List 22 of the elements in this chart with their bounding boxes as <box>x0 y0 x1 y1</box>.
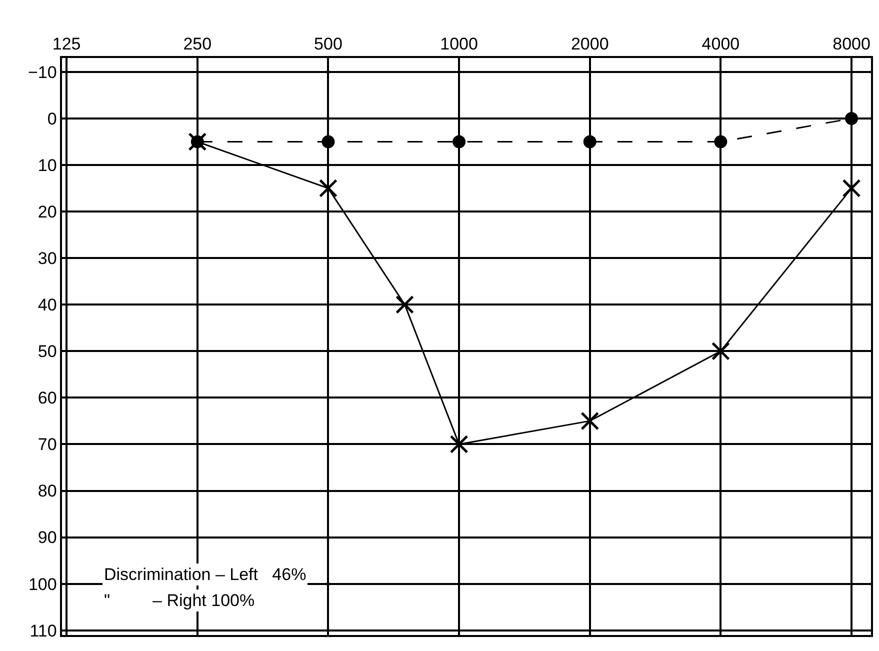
y-tick-label: −10 <box>28 62 57 82</box>
y-tick-label: 30 <box>38 249 57 268</box>
x-tick-label: 2000 <box>570 34 609 54</box>
y-tick-label: 110 <box>30 621 57 640</box>
x-tick-label: 8000 <box>832 34 870 54</box>
annotation: Discrimination – Left 46% <box>104 565 306 584</box>
y-tick-label: 60 <box>38 388 57 408</box>
annotation: " – Right 100% <box>104 591 255 610</box>
y-tick-label: 100 <box>28 574 57 594</box>
y-tick-label: 10 <box>38 156 57 175</box>
x-tick-label: 4000 <box>702 34 740 54</box>
x-tick-label: 250 <box>183 34 212 54</box>
y-tick-label: 70 <box>38 435 57 454</box>
y-tick-label: 0 <box>47 109 57 128</box>
y-tick-label: 80 <box>38 482 57 501</box>
y-tick-label: 40 <box>38 296 57 315</box>
y-tick-label: 50 <box>38 342 57 362</box>
x-tick-label: 500 <box>314 34 342 54</box>
y-tick-label: 90 <box>38 528 57 548</box>
y-tick-label: 20 <box>38 202 57 222</box>
x-tick-label: 1000 <box>440 34 478 54</box>
x-tick-label: 125 <box>52 34 81 54</box>
